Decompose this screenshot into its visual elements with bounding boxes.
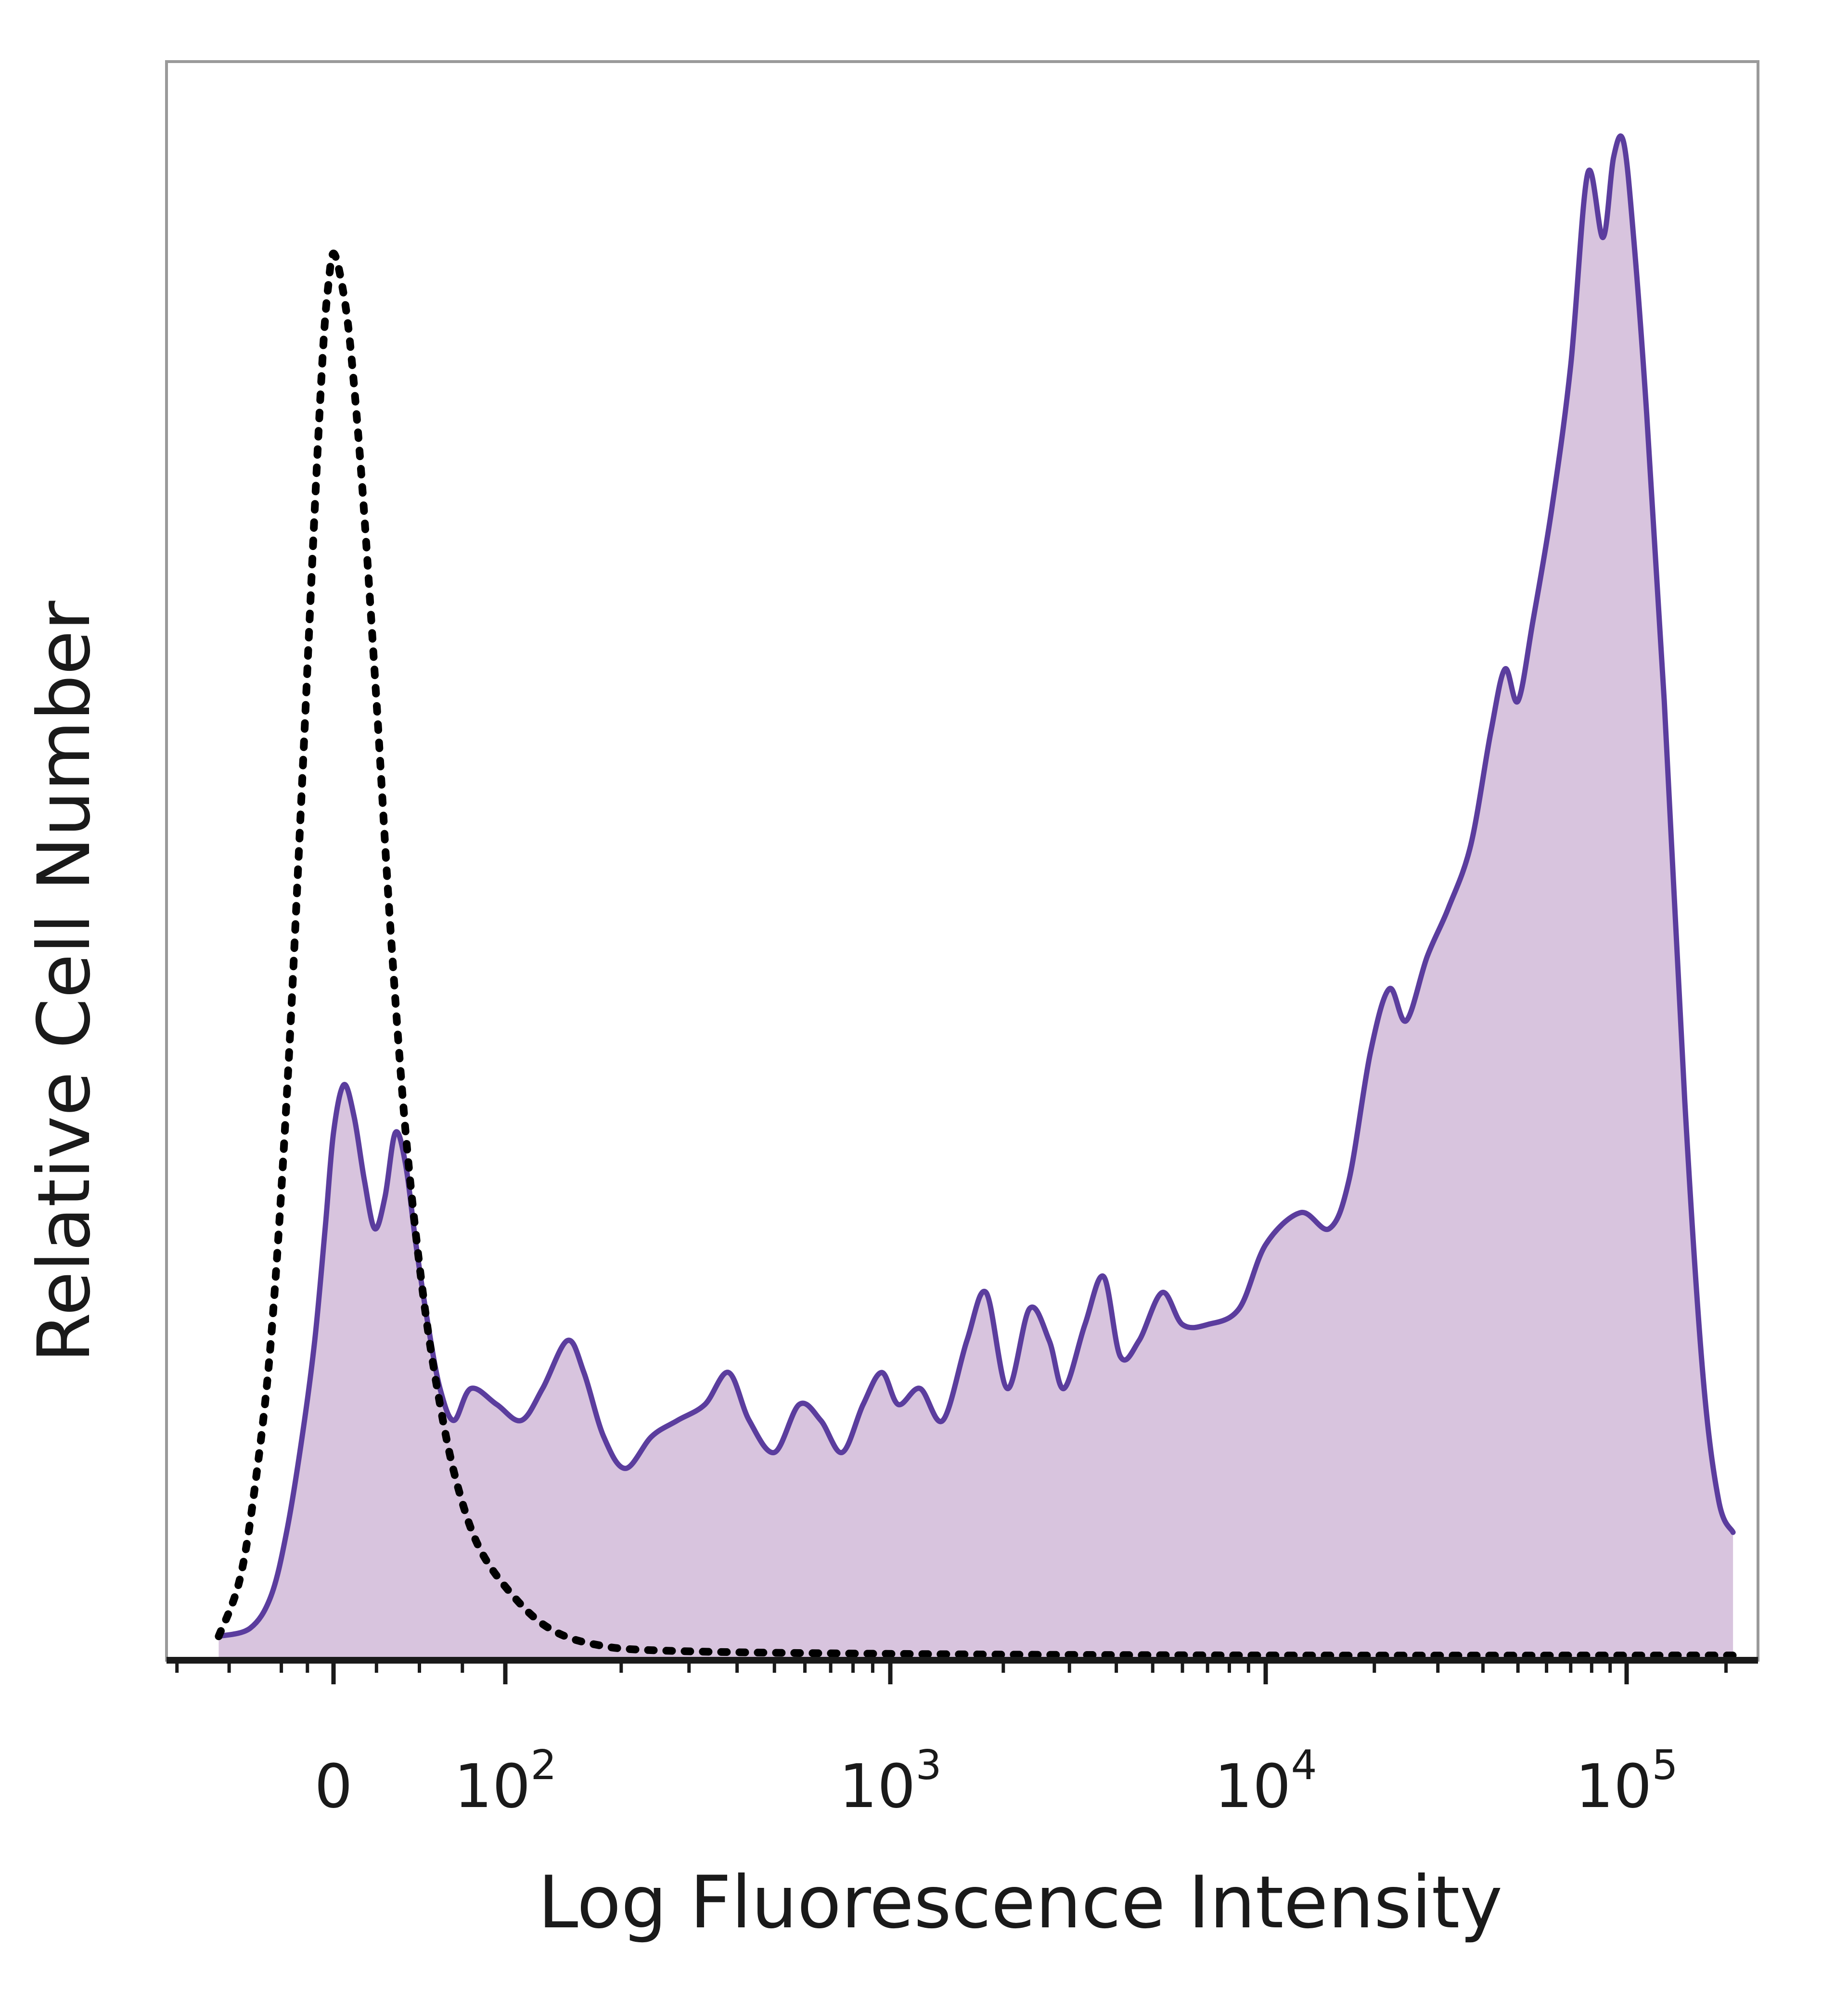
control-histogram-dotted-line [215, 249, 1737, 1660]
x-tick-labels: 0 102 103 104 105 [314, 1742, 1678, 1821]
x-tick-label: 0 [314, 1752, 353, 1821]
x-ticks [175, 1660, 1728, 1684]
x-tick-label: 105 [1575, 1742, 1678, 1821]
y-axis-title: Relative Cell Number [23, 601, 106, 1363]
x-tick-label: 104 [1214, 1742, 1317, 1821]
series-layer [215, 133, 1737, 1660]
x-tick-label: 102 [454, 1742, 556, 1821]
x-tick-label: 103 [839, 1742, 941, 1821]
sample-histogram-fill [218, 136, 1733, 1660]
x-axis-title: Log Fluorescence Intensity [538, 1861, 1502, 1945]
